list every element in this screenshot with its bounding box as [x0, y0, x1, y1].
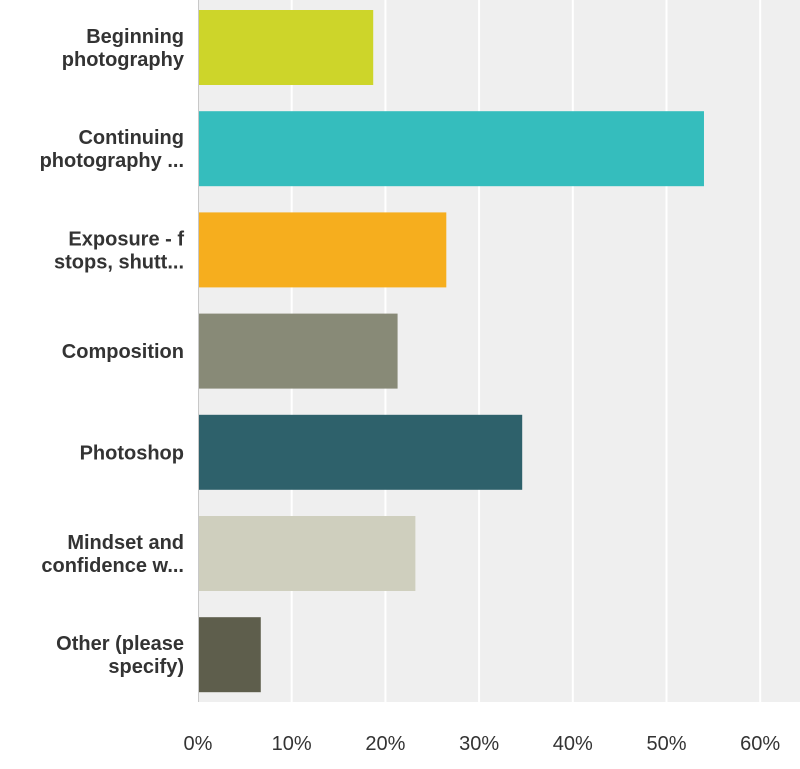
category-label: Photoshop	[80, 442, 184, 464]
bar	[199, 10, 374, 85]
x-tick-label: 10%	[272, 733, 312, 755]
bar	[199, 313, 398, 389]
x-tick-labels: 0% 10% 20% 30% 40% 50% 60%	[184, 733, 781, 755]
category-label: stops, shutt...	[54, 251, 184, 273]
category-label: Exposure - f	[68, 228, 184, 250]
x-tick-label: 0%	[184, 733, 213, 755]
x-tick-label: 50%	[646, 733, 686, 755]
category-label: Mindset and	[67, 532, 184, 554]
bar	[199, 111, 704, 187]
category-label: Beginning	[86, 26, 184, 48]
category-label: Composition	[62, 341, 184, 363]
category-label: photography	[62, 49, 185, 71]
category-label: specify)	[108, 656, 184, 678]
category-label: photography ...	[40, 150, 184, 172]
category-label: Other (please	[56, 633, 184, 655]
bar	[199, 617, 261, 693]
bars	[199, 10, 704, 693]
bar	[199, 516, 416, 591]
x-tick-label: 30%	[459, 733, 499, 755]
x-tick-label: 40%	[553, 733, 593, 755]
x-tick-label: 60%	[740, 733, 780, 755]
x-tick-label: 20%	[365, 733, 405, 755]
category-label: Continuing	[78, 127, 184, 149]
category-label: confidence w...	[41, 555, 184, 577]
bar	[199, 212, 447, 288]
bar	[199, 414, 523, 490]
